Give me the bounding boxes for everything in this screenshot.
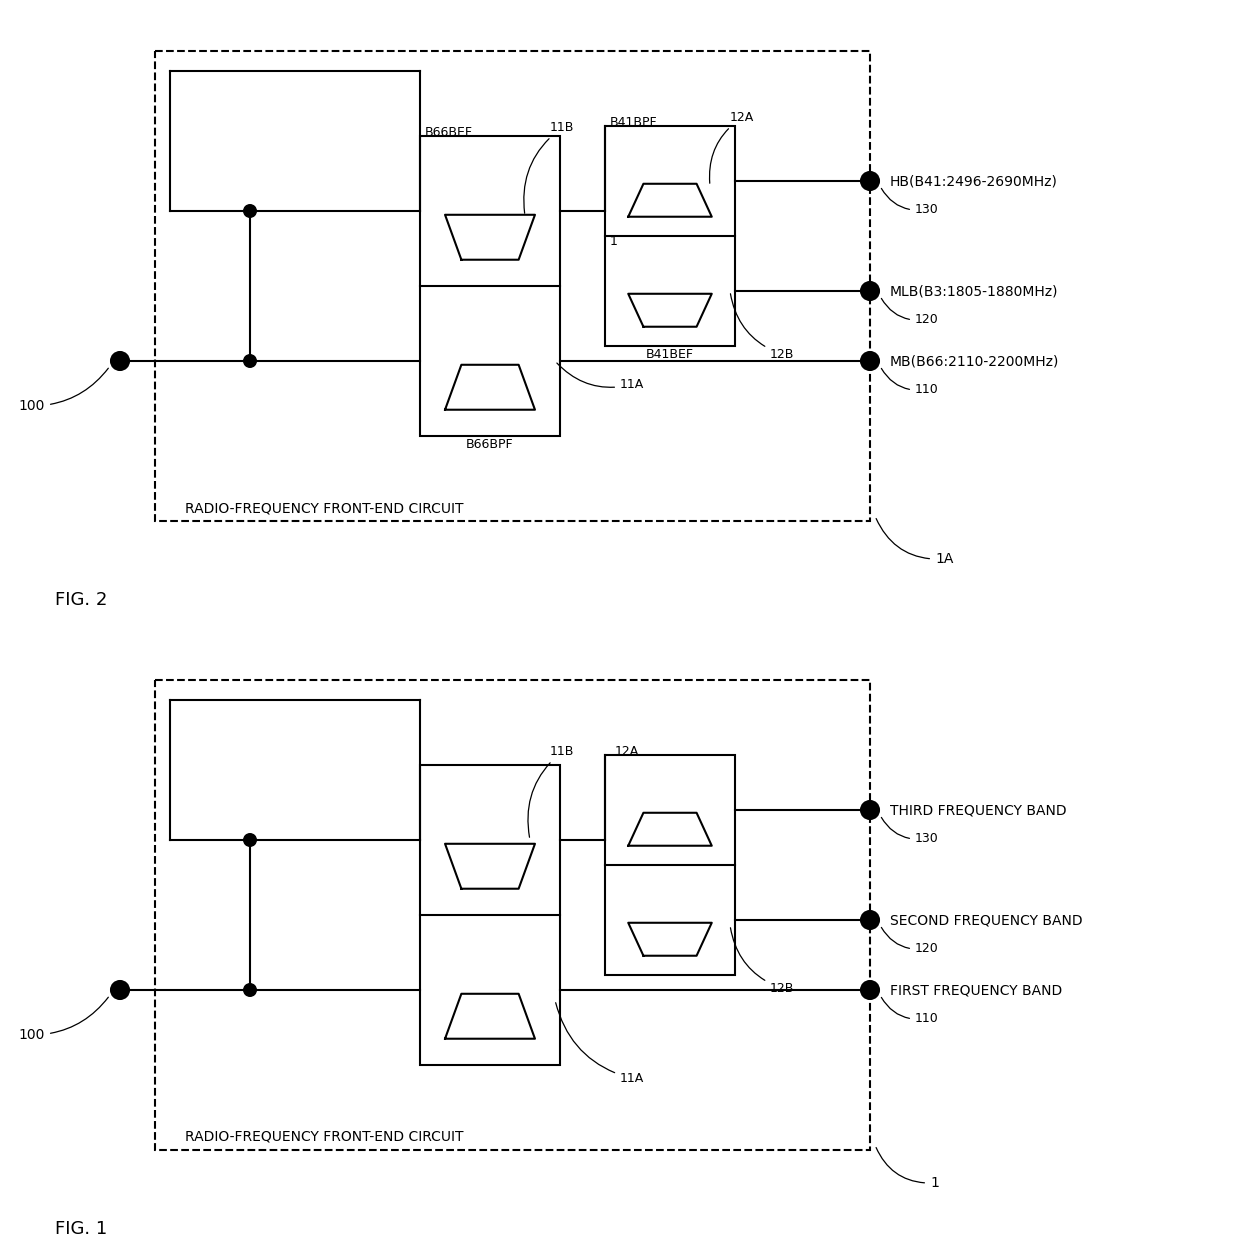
Text: 12A: 12A <box>709 111 754 184</box>
Text: HB(B41:2496-2690MHz): HB(B41:2496-2690MHz) <box>890 174 1058 188</box>
Text: RADIO-FREQUENCY FRONT-END CIRCUIT: RADIO-FREQUENCY FRONT-END CIRCUIT <box>185 501 464 515</box>
Circle shape <box>112 981 129 998</box>
Text: 12A: 12A <box>615 745 640 758</box>
Circle shape <box>861 981 879 998</box>
Circle shape <box>861 353 879 370</box>
Text: MB(B66:2110-2200MHz): MB(B66:2110-2200MHz) <box>890 354 1059 368</box>
Circle shape <box>861 282 879 300</box>
Circle shape <box>861 172 879 190</box>
Text: 11A: 11A <box>556 1002 645 1085</box>
Text: 110: 110 <box>882 997 939 1025</box>
Text: FIG. 1: FIG. 1 <box>55 1220 107 1238</box>
Text: 12B: 12B <box>730 928 795 995</box>
Text: 11A: 11A <box>557 363 645 392</box>
Circle shape <box>243 833 257 847</box>
Text: 1: 1 <box>610 234 618 248</box>
Text: FIG. 2: FIG. 2 <box>55 590 108 609</box>
Bar <box>605 755 735 974</box>
Circle shape <box>243 204 257 218</box>
Text: 1A: 1A <box>877 519 954 567</box>
Text: 11B: 11B <box>523 121 574 213</box>
Text: B66BEF: B66BEF <box>425 126 472 138</box>
Bar <box>605 126 735 346</box>
Circle shape <box>112 353 129 370</box>
Text: B41BEF: B41BEF <box>646 347 694 361</box>
Circle shape <box>243 983 257 997</box>
Text: 120: 120 <box>882 298 939 326</box>
Text: B41BPF: B41BPF <box>610 116 657 128</box>
Text: 100: 100 <box>19 997 108 1042</box>
Bar <box>420 765 560 1065</box>
Text: 110: 110 <box>882 369 939 397</box>
Text: FIRST FREQUENCY BAND: FIRST FREQUENCY BAND <box>890 983 1063 997</box>
Bar <box>155 680 870 1149</box>
Text: B66BPF: B66BPF <box>466 438 513 451</box>
Text: MLB(B3:1805-1880MHz): MLB(B3:1805-1880MHz) <box>890 285 1059 298</box>
Circle shape <box>861 801 879 820</box>
Text: 120: 120 <box>882 928 939 956</box>
Text: 130: 130 <box>882 189 939 217</box>
Text: SECOND FREQUENCY BAND: SECOND FREQUENCY BAND <box>890 913 1083 927</box>
Circle shape <box>861 912 879 929</box>
Bar <box>155 52 870 521</box>
Text: 100: 100 <box>19 368 108 413</box>
Text: 12B: 12B <box>730 293 795 361</box>
Text: 11B: 11B <box>528 745 574 837</box>
Bar <box>420 136 560 436</box>
Text: 1: 1 <box>877 1147 939 1190</box>
Text: 130: 130 <box>882 817 939 845</box>
Text: THIRD FREQUENCY BAND: THIRD FREQUENCY BAND <box>890 803 1066 817</box>
Text: RADIO-FREQUENCY FRONT-END CIRCUIT: RADIO-FREQUENCY FRONT-END CIRCUIT <box>185 1131 464 1144</box>
Circle shape <box>243 354 257 368</box>
